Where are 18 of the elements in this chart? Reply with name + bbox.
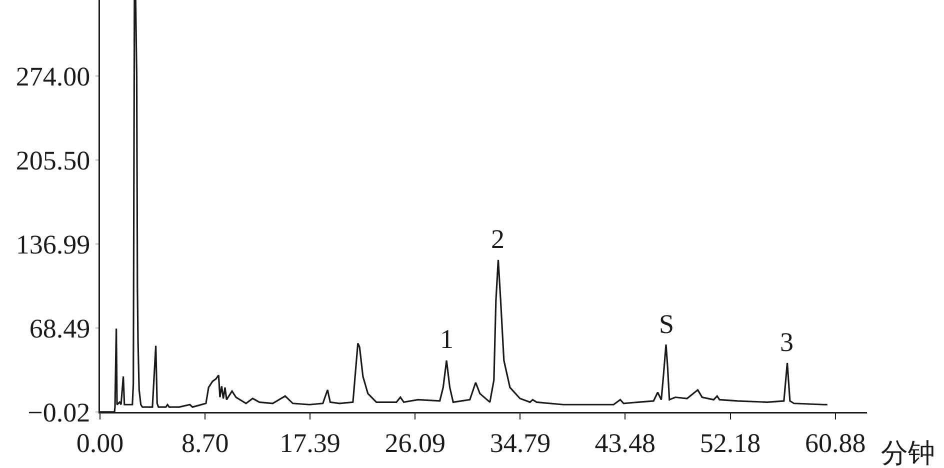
x-tick-label: 43.48 (594, 428, 656, 458)
x-tick-label: 34.79 (490, 428, 551, 458)
x-axis-title: 分钟 (881, 438, 935, 468)
y-tick-label: 136.99 (16, 229, 90, 260)
x-tick-label: 26.09 (384, 428, 446, 458)
annotation: 2 (491, 224, 504, 254)
x-tick-label: 60.88 (804, 428, 866, 458)
y-tick-label: 68.49 (29, 313, 90, 344)
x-tick-label: 17.39 (280, 428, 340, 458)
x-tick-label: 52.18 (700, 428, 761, 458)
y-tick-label: 274.00 (16, 61, 90, 92)
annotation: 3 (780, 327, 794, 357)
y-tick-label: 205.50 (16, 145, 90, 176)
x-tick-label: 8.70 (181, 428, 229, 458)
annotation: 1 (440, 324, 454, 354)
y-tick-label: −0.02 (28, 397, 90, 428)
annotation: S (659, 309, 674, 339)
x-tick-label: 0.00 (76, 428, 124, 458)
